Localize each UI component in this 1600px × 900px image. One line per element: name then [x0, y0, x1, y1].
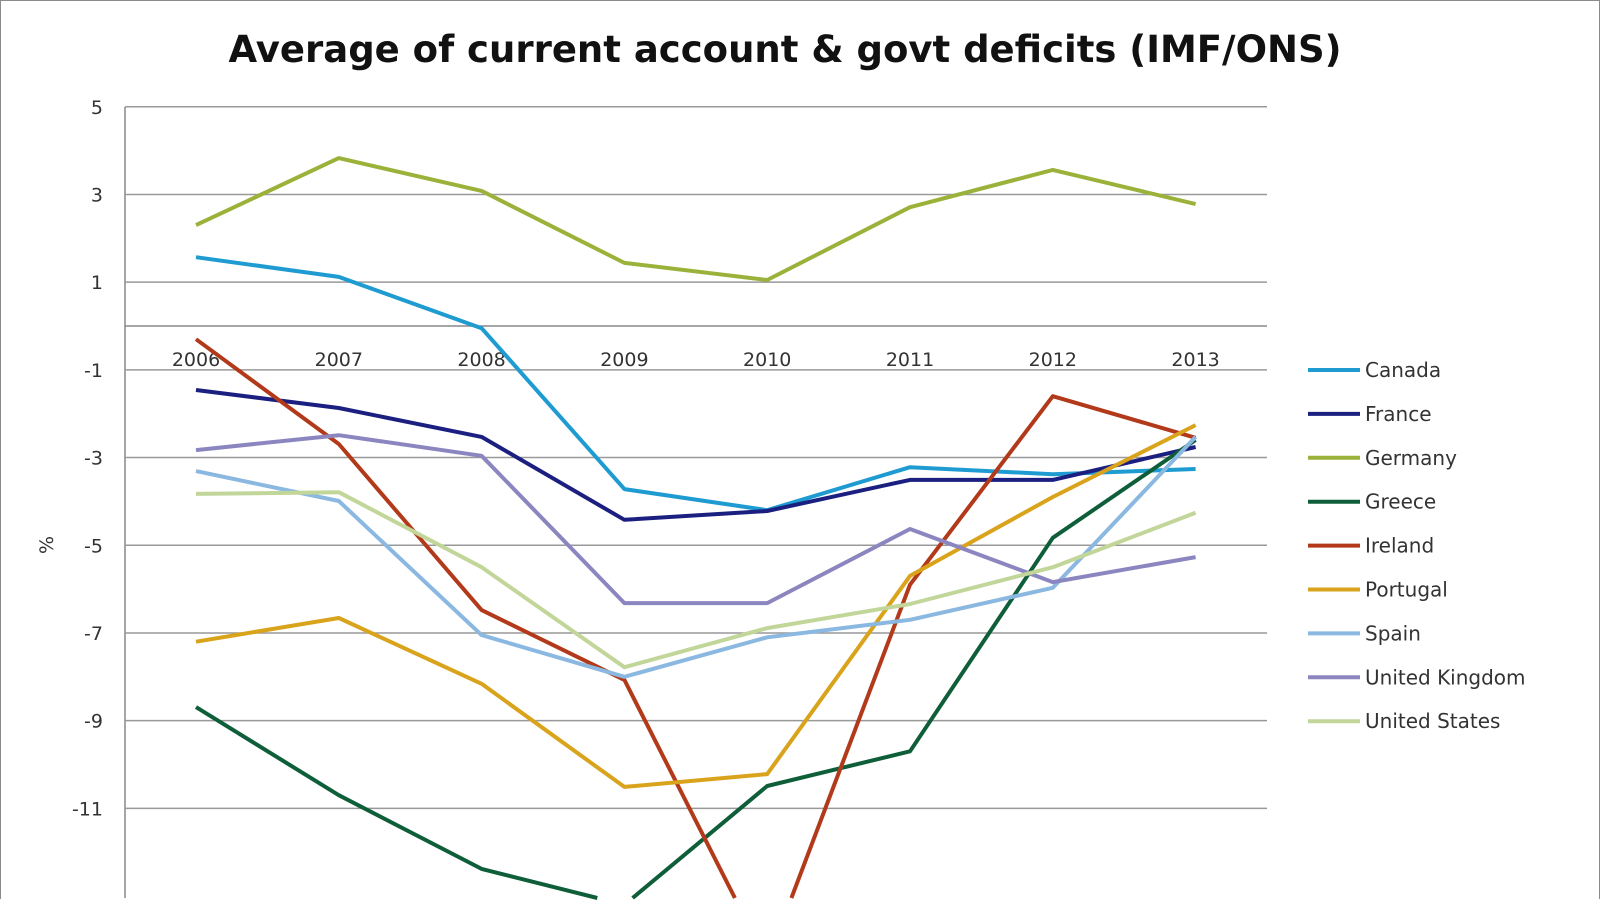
x-tick-label: 2013	[1171, 349, 1219, 371]
series-line-germany	[195, 156, 1197, 282]
y-tick-label: -7	[84, 623, 103, 645]
series-line-greece	[194, 438, 1197, 900]
series-line-united-states	[195, 490, 1197, 670]
legend-label: Portugal	[1365, 578, 1448, 602]
legend-label: United States	[1365, 709, 1500, 733]
y-tick-label: 3	[91, 184, 103, 206]
legend-label: Ireland	[1365, 534, 1434, 558]
x-tick-label: 2012	[1029, 349, 1077, 371]
y-tick-label: -9	[84, 711, 103, 733]
y-tick-label: -11	[72, 798, 103, 820]
legend-label: Canada	[1365, 358, 1441, 382]
series-line-canada	[195, 255, 1196, 513]
y-tick-label: -1	[84, 360, 103, 382]
y-tick-label: -3	[84, 448, 103, 470]
y-axis-label: %	[36, 536, 58, 554]
x-tick-label: 2011	[886, 349, 934, 371]
series-line-france	[195, 388, 1197, 522]
chart-title: Average of current account & govt defici…	[228, 28, 1341, 71]
x-tick-label: 2006	[172, 349, 220, 371]
x-tick-label: 2010	[743, 349, 791, 371]
legend-label: France	[1365, 402, 1432, 426]
y-tick-label: -5	[84, 535, 103, 557]
series-line-spain	[195, 435, 1198, 679]
legend-label: Spain	[1365, 621, 1421, 645]
y-tick-label: 1	[91, 272, 103, 294]
legend-label: Greece	[1365, 490, 1436, 514]
x-tick-label: 2007	[315, 349, 363, 371]
x-tick-label: 2008	[457, 349, 505, 371]
series-line-portugal	[195, 423, 1197, 789]
legend-label: United Kingdom	[1365, 665, 1526, 689]
legend-label: Germany	[1365, 446, 1457, 470]
x-tick-label: 2009	[600, 349, 648, 371]
series-line-united-kingdom	[195, 433, 1196, 606]
y-tick-label: 5	[91, 97, 103, 119]
series-line-ireland	[194, 337, 1197, 899]
